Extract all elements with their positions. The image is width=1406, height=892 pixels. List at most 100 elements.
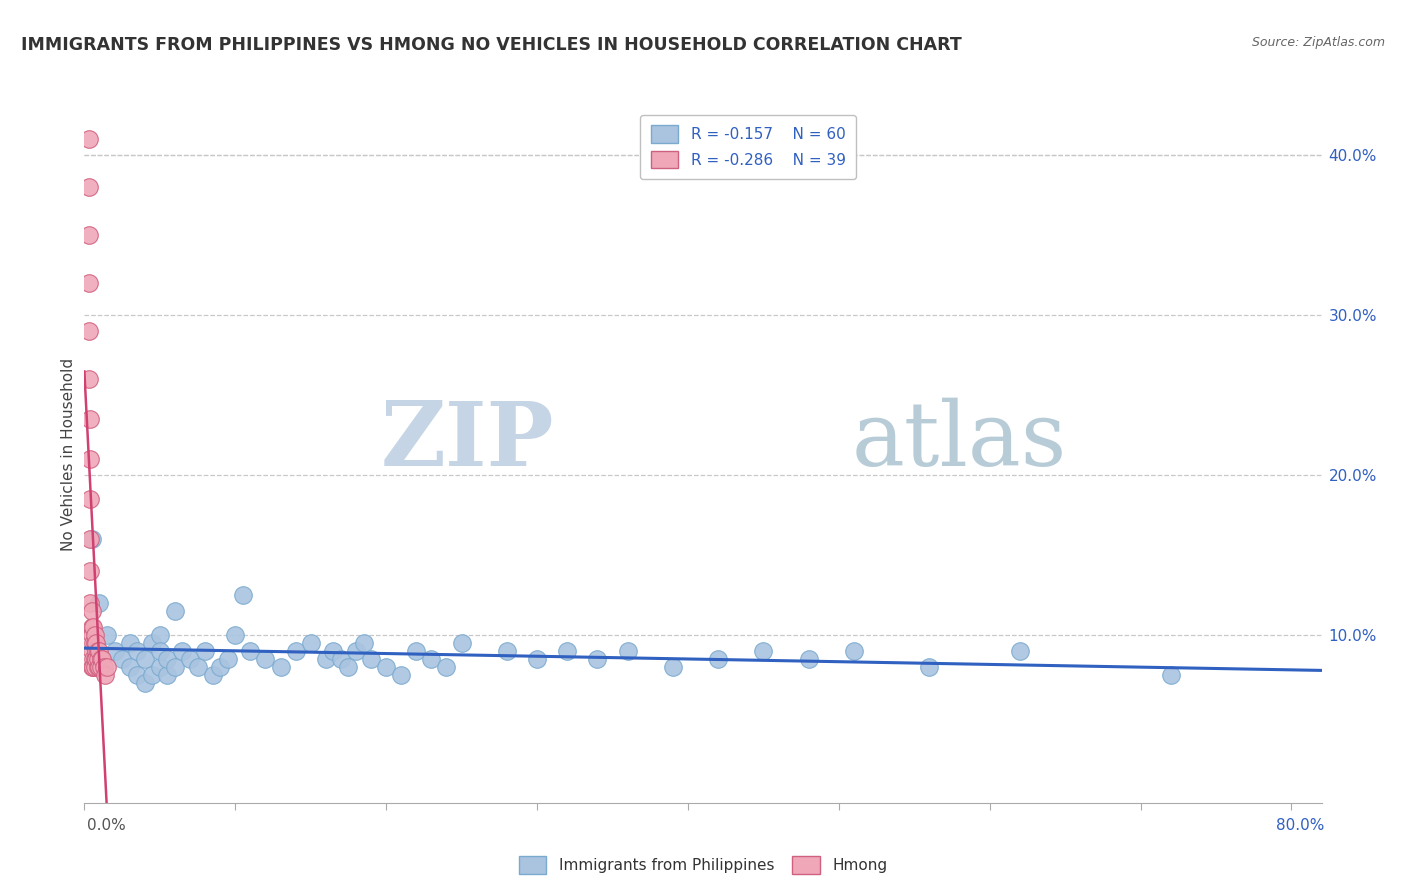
Point	[436, 660, 458, 674]
Point	[329, 652, 352, 666]
Text: IMMIGRANTS FROM PHILIPPINES VS HMONG NO VEHICLES IN HOUSEHOLD CORRELATION CHART: IMMIGRANTS FROM PHILIPPINES VS HMONG NO …	[21, 36, 962, 54]
Point	[284, 644, 307, 658]
Point	[842, 644, 865, 658]
Point	[616, 644, 638, 658]
Point	[90, 652, 112, 666]
Point	[96, 628, 118, 642]
Point	[405, 644, 427, 658]
Point	[91, 652, 114, 666]
Point	[93, 660, 115, 674]
Text: Source: ZipAtlas.com: Source: ZipAtlas.com	[1251, 36, 1385, 49]
Point	[555, 644, 578, 658]
Point	[80, 628, 103, 642]
Y-axis label: No Vehicles in Household: No Vehicles in Household	[60, 359, 76, 551]
Point	[77, 227, 100, 242]
Point	[156, 668, 179, 682]
Point	[127, 668, 149, 682]
Point	[79, 564, 101, 578]
Point	[194, 644, 217, 658]
Point	[299, 636, 322, 650]
Point	[918, 660, 941, 674]
Point	[79, 596, 101, 610]
Point	[360, 652, 382, 666]
Point	[84, 660, 107, 674]
Point	[344, 644, 367, 658]
Point	[103, 644, 125, 658]
Point	[84, 636, 107, 650]
Point	[80, 660, 103, 674]
Point	[186, 660, 208, 674]
Point	[134, 652, 156, 666]
Point	[79, 532, 101, 546]
Point	[111, 652, 134, 666]
Point	[89, 596, 111, 610]
Point	[77, 324, 100, 338]
Point	[270, 660, 292, 674]
Point	[79, 491, 101, 506]
Point	[87, 652, 110, 666]
Point	[84, 652, 107, 666]
Point	[420, 652, 443, 666]
Text: ZIP: ZIP	[381, 398, 554, 484]
Point	[1160, 668, 1182, 682]
Point	[149, 628, 172, 642]
Point	[80, 532, 103, 546]
Point	[450, 636, 472, 650]
Point	[707, 652, 730, 666]
Point	[89, 644, 111, 658]
Point	[127, 644, 149, 658]
Point	[86, 644, 108, 658]
Point	[232, 588, 254, 602]
Point	[797, 652, 820, 666]
Point	[82, 652, 104, 666]
Point	[239, 644, 262, 658]
Legend: R = -0.157    N = 60, R = -0.286    N = 39: R = -0.157 N = 60, R = -0.286 N = 39	[640, 115, 856, 179]
Point	[141, 636, 163, 650]
Point	[134, 676, 156, 690]
Point	[217, 652, 239, 666]
Point	[586, 652, 609, 666]
Point	[79, 451, 101, 466]
Point	[495, 644, 517, 658]
Point	[752, 644, 775, 658]
Point	[84, 628, 107, 642]
Point	[77, 276, 100, 290]
Point	[156, 652, 179, 666]
Text: 80.0%: 80.0%	[1277, 818, 1324, 832]
Point	[163, 604, 186, 618]
Point	[118, 660, 141, 674]
Point	[82, 620, 104, 634]
Point	[94, 668, 117, 682]
Point	[1008, 644, 1031, 658]
Point	[389, 668, 412, 682]
Point	[77, 180, 100, 194]
Point	[662, 660, 685, 674]
Legend: Immigrants from Philippines, Hmong: Immigrants from Philippines, Hmong	[513, 850, 893, 880]
Point	[141, 668, 163, 682]
Point	[82, 660, 104, 674]
Point	[375, 660, 398, 674]
Point	[224, 628, 246, 642]
Point	[77, 372, 100, 386]
Point	[82, 636, 104, 650]
Point	[209, 660, 232, 674]
Point	[87, 660, 110, 674]
Point	[201, 668, 224, 682]
Point	[179, 652, 201, 666]
Point	[87, 644, 110, 658]
Point	[86, 636, 108, 650]
Point	[526, 652, 548, 666]
Text: atlas: atlas	[852, 397, 1067, 484]
Point	[90, 660, 112, 674]
Point	[149, 660, 172, 674]
Text: 0.0%: 0.0%	[87, 818, 127, 832]
Point	[322, 644, 344, 658]
Point	[96, 660, 118, 674]
Point	[118, 636, 141, 650]
Point	[353, 636, 375, 650]
Point	[315, 652, 337, 666]
Point	[77, 132, 100, 146]
Point	[172, 644, 194, 658]
Point	[79, 412, 101, 426]
Point	[149, 644, 172, 658]
